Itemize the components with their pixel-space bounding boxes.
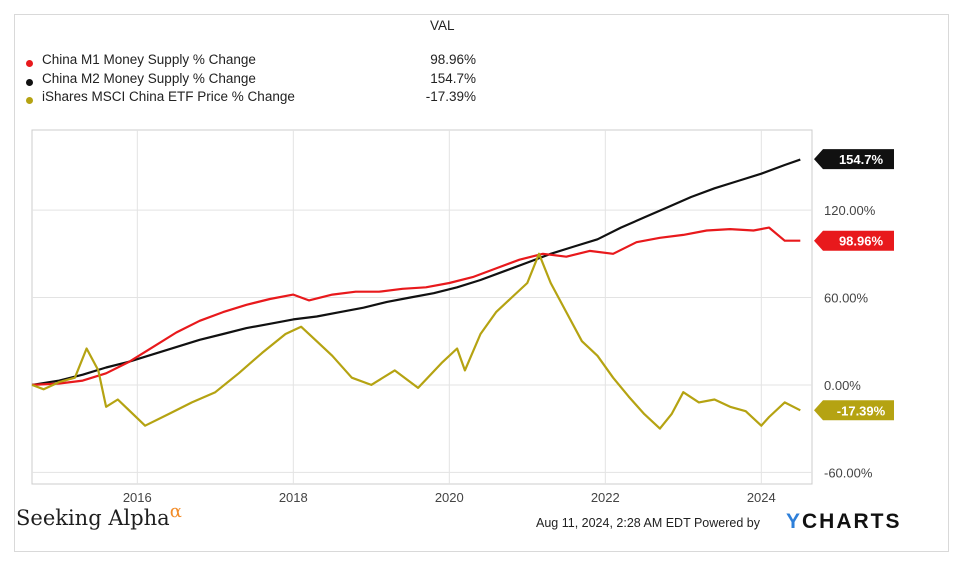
x-tick-label-2: 2020 <box>435 490 464 505</box>
legend-dot-m1 <box>26 60 33 67</box>
y-tick-label-2: 60.00% <box>824 291 869 306</box>
x-tick-label-1: 2018 <box>279 490 308 505</box>
footer-timestamp: Aug 11, 2024, 2:28 AM EDT Powered by <box>536 516 760 530</box>
end-label-bg-m2 <box>814 149 894 170</box>
alpha-mark: α <box>169 501 182 522</box>
y-tick-label-1: 0.00% <box>824 378 861 393</box>
series-line-m2 <box>31 158 801 386</box>
chart-frame <box>14 14 949 552</box>
seeking-alpha-wordmark: Seeking Alpha <box>16 506 170 530</box>
seeking-alpha-logo: Seeking Alphaα <box>16 501 182 530</box>
legend-value-etf: -17.39% <box>425 89 476 104</box>
series-line-m1 <box>31 226 801 386</box>
x-tick-label-3: 2022 <box>591 490 620 505</box>
legend-value-m1: 98.96% <box>430 52 476 67</box>
plot-area <box>31 129 813 485</box>
x-tick-label-0: 2016 <box>123 490 152 505</box>
y-tick-label-3: 120.00% <box>824 203 876 218</box>
end-label-etf: -17.39% <box>837 403 886 418</box>
ycharts-y: Y <box>786 510 803 533</box>
end-label-bg-m1 <box>814 230 894 251</box>
legend-value-header: VAL <box>430 18 455 33</box>
end-label-bg-etf <box>814 400 894 421</box>
ycharts-logo: YCHARTS <box>786 510 902 534</box>
y-tick-label-0: -60.00% <box>824 465 873 480</box>
legend-label-m1: China M1 Money Supply % Change <box>42 52 256 67</box>
end-label-m1: 98.96% <box>839 234 884 249</box>
series-line-etf <box>31 252 801 430</box>
legend-label-m2: China M2 Money Supply % Change <box>42 71 256 86</box>
end-label-m2: 154.7% <box>839 152 884 167</box>
ycharts-wordmark: CHARTS <box>802 510 902 533</box>
legend-label-etf: iShares MSCI China ETF Price % Change <box>42 89 295 104</box>
legend-dot-etf <box>26 97 33 104</box>
x-tick-label-4: 2024 <box>747 490 776 505</box>
legend-value-m2: 154.7% <box>430 71 476 86</box>
legend-dot-m2 <box>26 79 33 86</box>
